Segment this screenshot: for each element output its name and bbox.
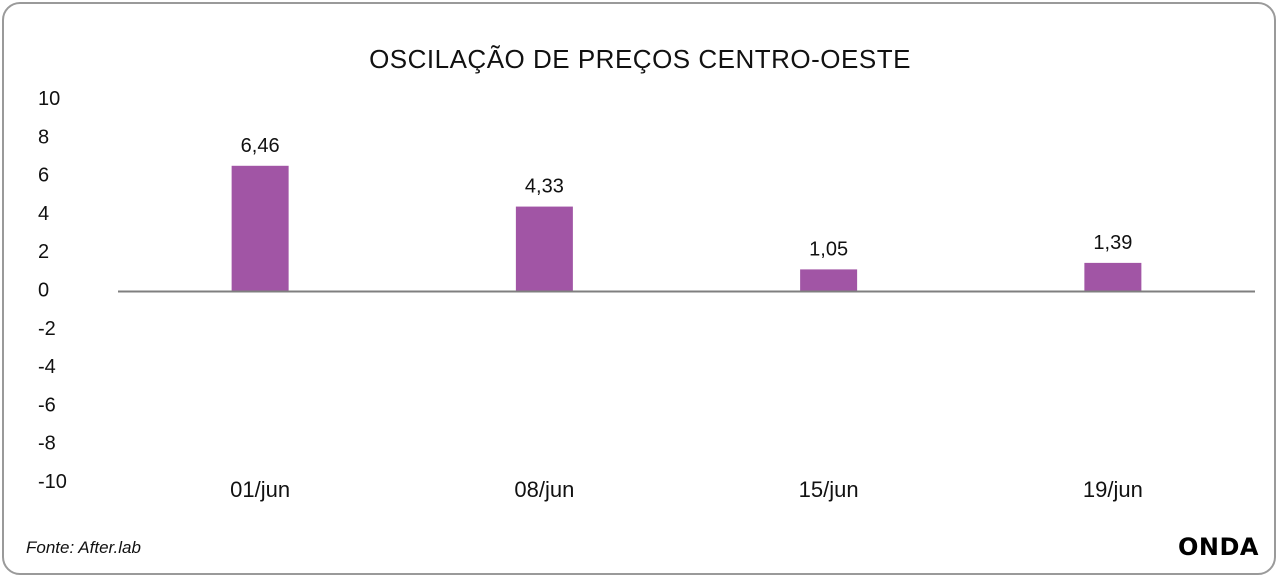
x-tick-label: 08/jun: [514, 477, 574, 502]
y-tick-label: 4: [38, 203, 49, 225]
x-tick-label: 15/jun: [799, 477, 859, 502]
y-tick-label: -10: [38, 471, 67, 493]
source-note: Fonte: After.lab: [26, 538, 141, 557]
x-tick-label: 01/jun: [230, 477, 290, 502]
y-tick-label: 2: [38, 241, 49, 263]
y-tick-label: -4: [38, 356, 56, 378]
brand-logo: ONDA: [1178, 533, 1259, 561]
bar: [231, 165, 289, 292]
y-tick-label: 10: [38, 88, 60, 110]
data-label: 4,33: [525, 176, 564, 198]
x-tick-label: 19/jun: [1083, 477, 1143, 502]
bar: [1084, 262, 1142, 292]
bar: [800, 269, 858, 292]
y-tick-label: 8: [38, 126, 49, 148]
y-tick-label: 0: [38, 280, 49, 302]
x-axis-ticks: 01/jun 08/jun 15/jun 19/jun: [230, 477, 1143, 502]
y-tick-label: -8: [38, 433, 56, 455]
y-tick-label: 6: [38, 165, 49, 187]
y-tick-label: -2: [38, 318, 56, 340]
bar: [515, 206, 573, 292]
y-tick-label: -6: [38, 394, 56, 416]
data-labels: 6,46 4,33 1,05 1,39: [241, 135, 1133, 261]
data-label: 1,05: [809, 238, 848, 260]
y-axis-ticks: 10 8 6 4 2 0 -2 -4 -6 -8 -10: [38, 88, 67, 493]
data-label: 1,39: [1093, 232, 1132, 254]
bars: [231, 165, 1142, 292]
data-label: 6,46: [241, 135, 280, 157]
chart-title: OSCILAÇÃO DE PREÇOS CENTRO-OESTE: [369, 44, 911, 74]
